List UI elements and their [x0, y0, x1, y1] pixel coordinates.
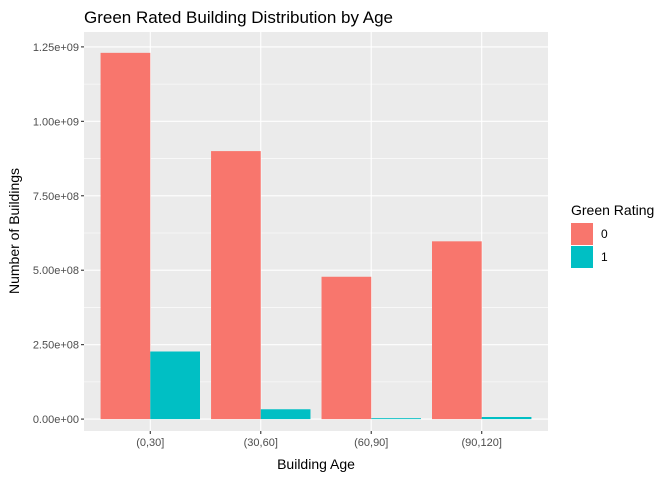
y-tick-label: 5.00e+08 — [33, 265, 79, 277]
y-tick-label: 1.25e+09 — [33, 42, 79, 54]
x-tick-label: (0,30] — [136, 437, 164, 449]
x-tick-label: (60,90] — [354, 437, 388, 449]
bar-series-1 — [371, 418, 421, 420]
x-axis: (0,30] (30,60] (60,90] (90,120] — [136, 431, 502, 449]
legend-key-0 — [571, 223, 593, 245]
y-tick-label: 7.50e+08 — [33, 191, 79, 203]
y-axis-title: Number of Buildings — [6, 168, 22, 294]
legend-label: 1 — [601, 250, 608, 264]
legend-key-1 — [571, 246, 593, 268]
x-tick-label: (30,60] — [244, 437, 278, 449]
y-tick-label: 1.00e+09 — [33, 116, 79, 128]
bar-series-1 — [481, 417, 532, 420]
bar-series-0 — [432, 241, 482, 420]
y-axis: 0.00e+00 2.50e+08 5.00e+08 7.50e+08 1.00e+09… — [33, 42, 84, 426]
bar-series-0 — [100, 52, 151, 420]
y-tick-label: 2.50e+08 — [33, 340, 79, 352]
bar-series-0 — [321, 276, 372, 420]
bar-series-0 — [211, 151, 261, 420]
chart-title: Green Rated Building Distribution by Age — [84, 8, 393, 27]
y-tick-label: 0.00e+00 — [33, 414, 79, 426]
bars — [100, 52, 532, 420]
legend: Green Rating 0 1 — [571, 202, 654, 268]
legend-label: 0 — [601, 227, 608, 241]
x-axis-title: Building Age — [277, 456, 355, 472]
bar-series-1 — [260, 409, 311, 420]
x-tick-label: (90,120] — [462, 437, 502, 449]
bar-series-1 — [150, 351, 200, 420]
legend-title: Green Rating — [571, 202, 654, 218]
